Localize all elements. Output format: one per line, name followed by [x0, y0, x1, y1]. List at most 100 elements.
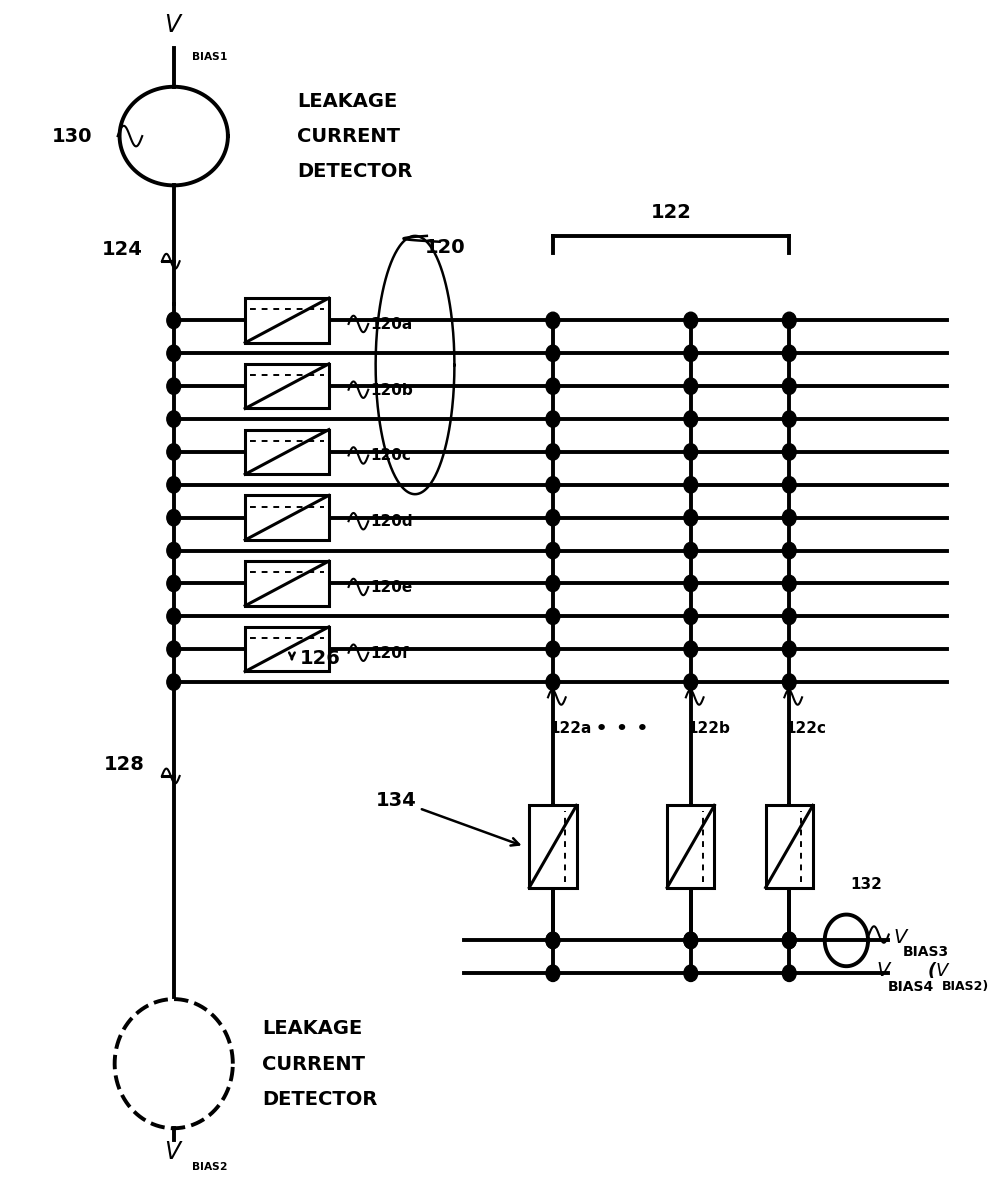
Text: 124: 124 [101, 240, 142, 259]
Circle shape [167, 641, 181, 657]
Text: 122c: 122c [785, 721, 826, 736]
Circle shape [782, 312, 796, 329]
Circle shape [684, 608, 698, 624]
Circle shape [546, 378, 560, 395]
Circle shape [782, 575, 796, 591]
Text: CURRENT: CURRENT [297, 127, 400, 146]
Text: $_{\mathregular{BIAS1}}$: $_{\mathregular{BIAS1}}$ [191, 48, 228, 64]
Circle shape [167, 575, 181, 591]
Text: $V$: $V$ [164, 13, 184, 37]
Circle shape [684, 345, 698, 362]
Text: 132: 132 [850, 876, 882, 892]
Bar [529, 806, 577, 888]
Text: $V$: $V$ [876, 960, 892, 979]
Circle shape [684, 932, 698, 948]
Circle shape [546, 932, 560, 948]
Circle shape [782, 510, 796, 527]
Text: 122b: 122b [687, 721, 730, 736]
Text: • • •: • • • [595, 719, 649, 739]
Bar [245, 298, 329, 343]
Circle shape [546, 674, 560, 690]
Text: 120: 120 [425, 238, 465, 257]
Text: 126: 126 [300, 649, 341, 668]
Circle shape [167, 345, 181, 362]
Circle shape [782, 965, 796, 981]
Text: 122: 122 [651, 203, 692, 223]
Circle shape [546, 965, 560, 981]
Circle shape [684, 575, 698, 591]
Circle shape [167, 378, 181, 395]
Circle shape [684, 641, 698, 657]
Text: 120c: 120c [370, 448, 411, 463]
Text: 120e: 120e [370, 580, 412, 595]
Circle shape [782, 411, 796, 428]
Circle shape [167, 510, 181, 527]
Circle shape [167, 312, 181, 329]
Circle shape [782, 932, 796, 948]
Text: DETECTOR: DETECTOR [262, 1090, 378, 1108]
Circle shape [684, 674, 698, 690]
Circle shape [546, 312, 560, 329]
Text: 130: 130 [51, 127, 92, 146]
Circle shape [546, 641, 560, 657]
Circle shape [782, 477, 796, 494]
Circle shape [546, 444, 560, 461]
Circle shape [684, 477, 698, 494]
Bar [245, 364, 329, 409]
Circle shape [684, 444, 698, 461]
Bar [667, 806, 714, 888]
Circle shape [782, 608, 796, 624]
Bar [245, 496, 329, 541]
Circle shape [684, 932, 698, 948]
Circle shape [167, 411, 181, 428]
Text: BIAS3: BIAS3 [903, 945, 949, 959]
Text: 120d: 120d [370, 514, 413, 529]
Circle shape [684, 543, 698, 558]
Circle shape [782, 932, 796, 948]
Circle shape [167, 674, 181, 690]
Text: ($V$: ($V$ [927, 960, 951, 980]
Circle shape [167, 444, 181, 461]
Circle shape [546, 477, 560, 494]
Bar [766, 806, 813, 888]
Circle shape [782, 378, 796, 395]
Circle shape [684, 411, 698, 428]
Text: $V$: $V$ [893, 927, 909, 946]
Text: BIAS2): BIAS2) [942, 980, 989, 993]
Circle shape [684, 378, 698, 395]
Text: 120f: 120f [370, 646, 409, 661]
Text: LEAKAGE: LEAKAGE [262, 1019, 363, 1038]
Circle shape [782, 444, 796, 461]
Circle shape [167, 477, 181, 494]
Circle shape [167, 608, 181, 624]
Circle shape [782, 543, 796, 558]
Circle shape [546, 411, 560, 428]
Text: 120a: 120a [370, 317, 412, 332]
Circle shape [546, 575, 560, 591]
Bar [245, 430, 329, 475]
Text: 134: 134 [376, 790, 519, 846]
Text: CURRENT: CURRENT [262, 1054, 365, 1073]
Bar [245, 561, 329, 605]
Circle shape [782, 674, 796, 690]
Text: 122a: 122a [549, 721, 591, 736]
Text: $_{\mathregular{BIAS2}}$: $_{\mathregular{BIAS2}}$ [191, 1158, 228, 1172]
Circle shape [546, 345, 560, 362]
Circle shape [684, 510, 698, 527]
Text: BIAS4: BIAS4 [888, 979, 934, 993]
Bar [245, 627, 329, 671]
Text: 128: 128 [103, 755, 144, 774]
Circle shape [546, 932, 560, 948]
Text: 120b: 120b [370, 383, 413, 397]
Circle shape [546, 543, 560, 558]
Circle shape [684, 312, 698, 329]
Text: DETECTOR: DETECTOR [297, 163, 412, 181]
Circle shape [684, 965, 698, 981]
Circle shape [782, 641, 796, 657]
Circle shape [782, 345, 796, 362]
Circle shape [546, 510, 560, 527]
Text: LEAKAGE: LEAKAGE [297, 92, 397, 111]
Text: $V$: $V$ [164, 1140, 184, 1164]
Circle shape [546, 608, 560, 624]
Circle shape [167, 543, 181, 558]
